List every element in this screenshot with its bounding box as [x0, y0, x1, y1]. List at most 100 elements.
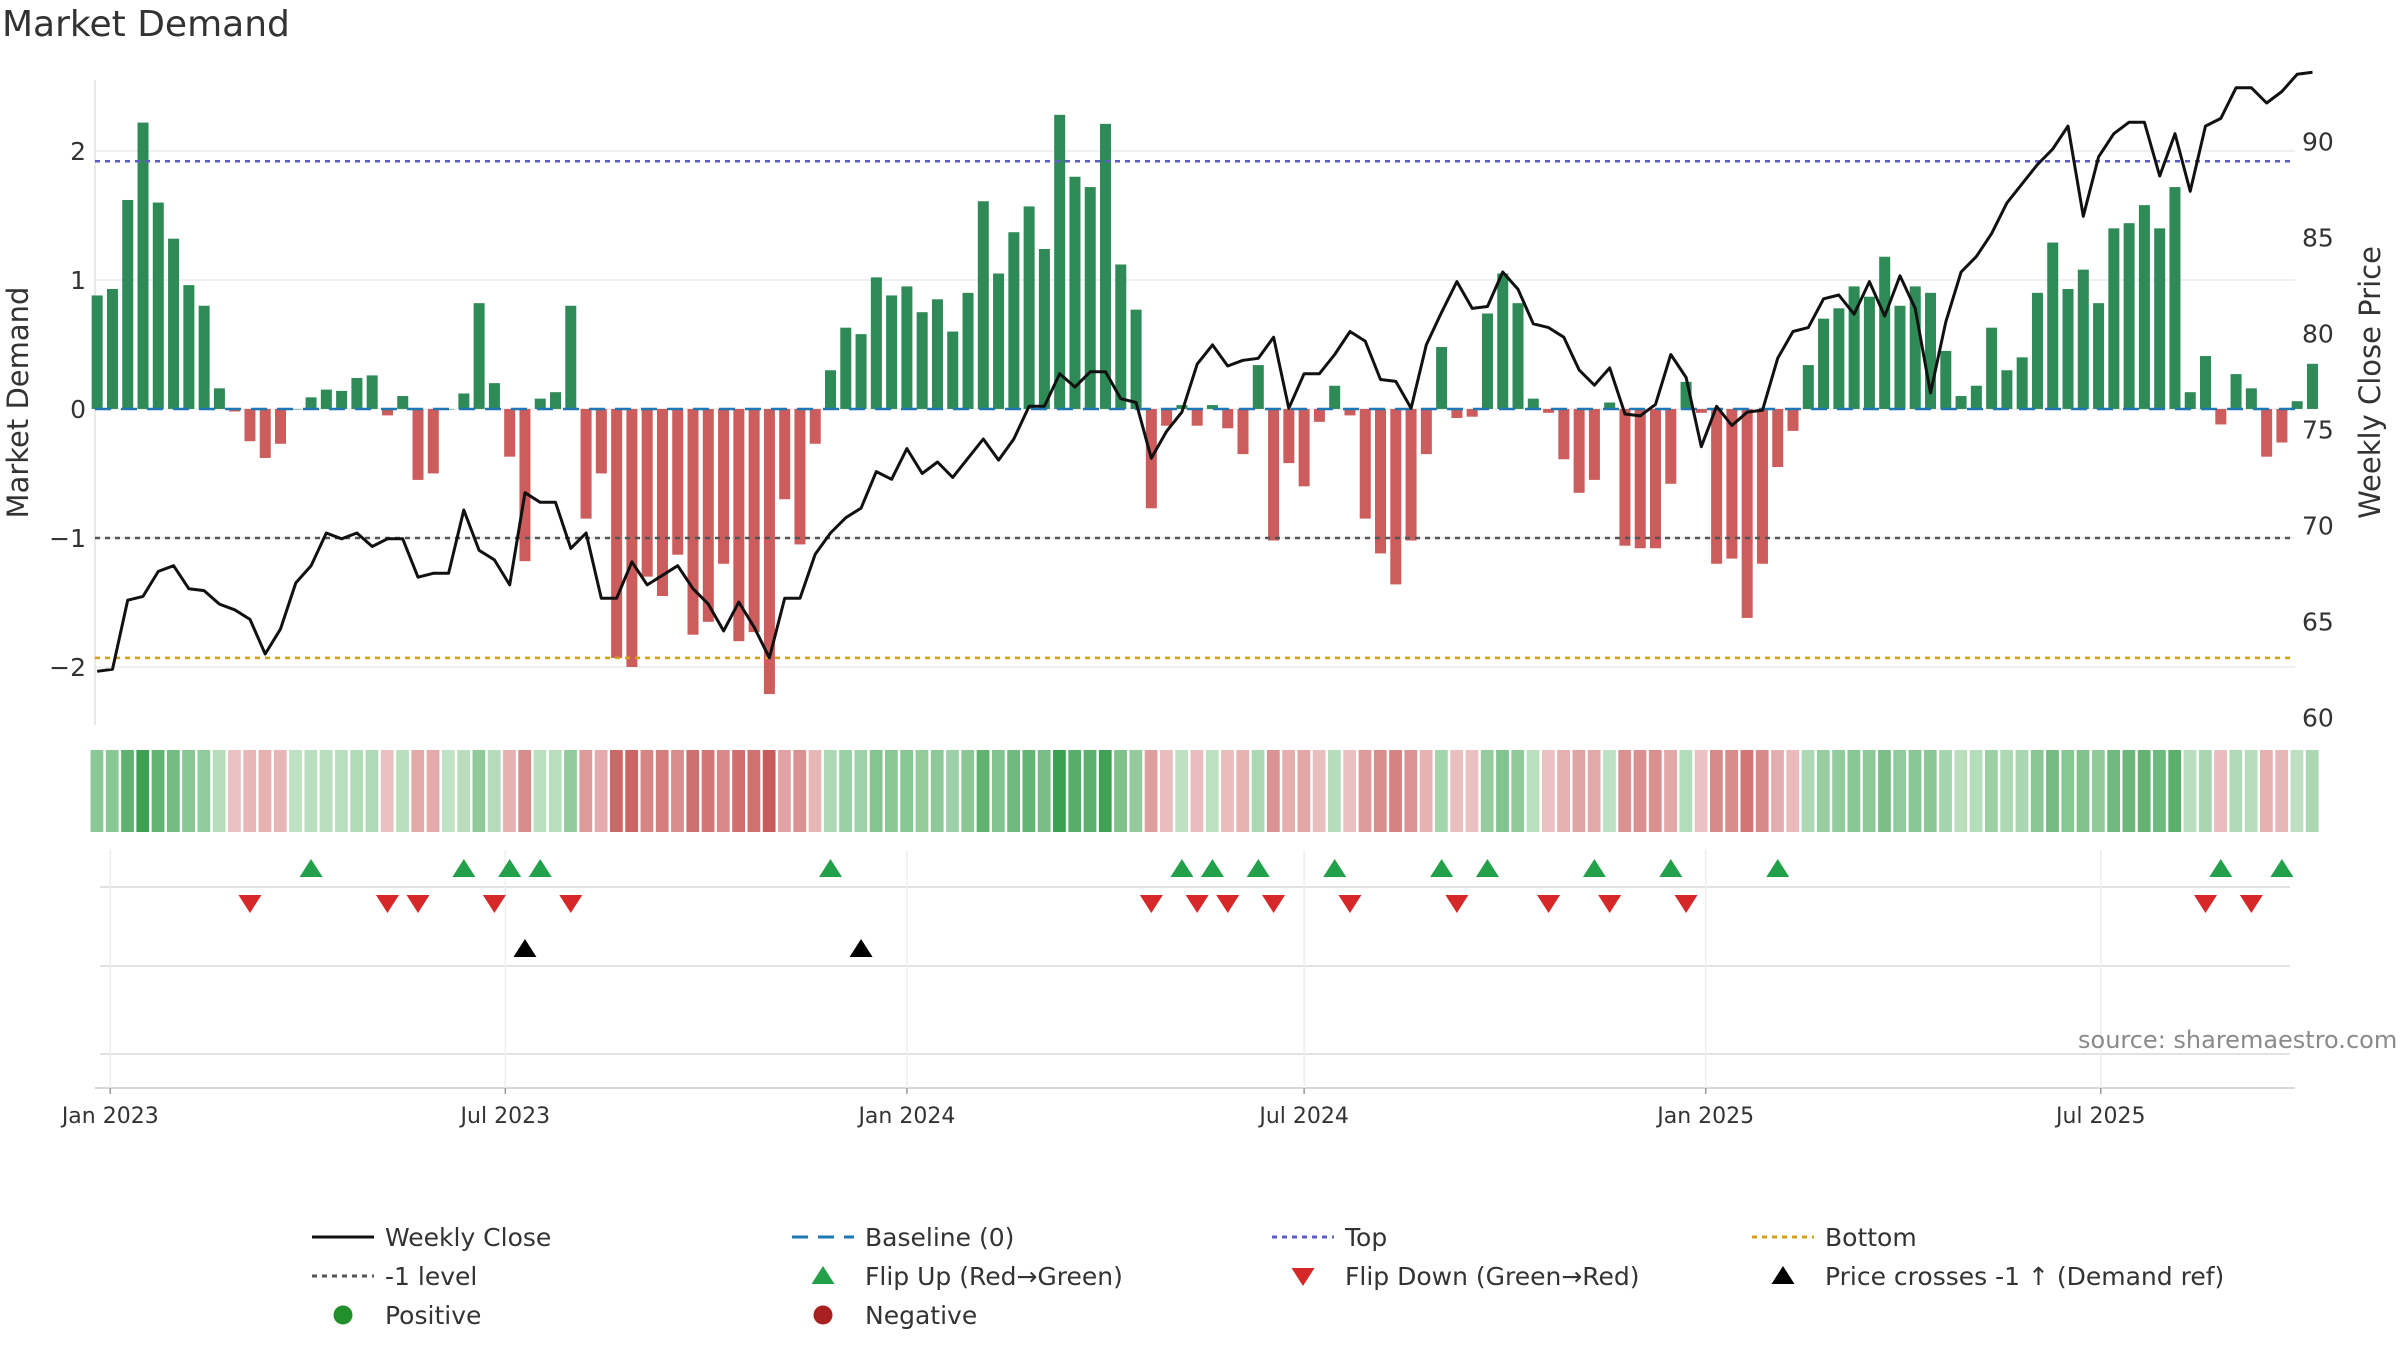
positive-bar	[1818, 318, 1830, 409]
negative-bar	[1695, 408, 1707, 413]
legend-item-positive: Positive	[333, 1301, 481, 1330]
heat-cell	[1832, 750, 1845, 832]
flip-up-marker	[2209, 859, 2233, 877]
negative-bar	[1268, 408, 1280, 541]
legend-item-negative: Negative	[813, 1301, 977, 1330]
heat-cell	[1251, 750, 1265, 832]
negative-bar	[519, 408, 531, 562]
y2-tick-label: 80	[2302, 319, 2334, 348]
heat-cell	[380, 750, 394, 832]
flip-down-marker	[375, 895, 399, 913]
heat-cell	[930, 750, 944, 832]
legend-swatch	[811, 1266, 835, 1284]
positive-bar	[825, 370, 837, 409]
heat-cell	[1068, 750, 1082, 832]
negative-bar	[1619, 408, 1631, 546]
heat-cell	[1618, 750, 1632, 832]
positive-bar	[198, 305, 210, 409]
y-tick-label: 2	[70, 137, 86, 166]
negative-bar	[1573, 408, 1585, 493]
negative-bar	[1237, 408, 1249, 455]
positive-bar	[366, 375, 378, 409]
heat-cell	[732, 750, 745, 832]
flip-down-marker	[1139, 895, 1163, 913]
heat-cell	[2091, 750, 2105, 832]
flip-up-marker	[299, 859, 323, 877]
positive-bar	[1436, 347, 1448, 409]
negative-bar	[1161, 408, 1173, 426]
positive-bar	[106, 288, 118, 409]
negative-bar	[1344, 408, 1356, 416]
positive-bar	[290, 408, 302, 410]
flip-down-marker	[1674, 895, 1698, 913]
flip-down-marker	[1185, 895, 1209, 913]
heat-cell	[1984, 750, 1998, 832]
positive-bar	[2230, 374, 2242, 409]
negative-bar	[1650, 408, 1662, 549]
positive-bar	[2016, 357, 2028, 409]
negative-bar	[1375, 408, 1387, 554]
positive-bar	[1023, 206, 1035, 409]
legend-item-flip-down: Flip Down (Green→Red)	[1291, 1262, 1640, 1291]
flip-up-marker	[1170, 859, 1194, 877]
heat-cell	[1007, 750, 1020, 832]
positive-bar	[2184, 392, 2196, 409]
negative-bar	[1191, 408, 1203, 426]
x-tick-label: Jan 2025	[1655, 1104, 1754, 1129]
negative-bar	[733, 408, 745, 642]
positive-bar	[2291, 401, 2303, 409]
negative-bar	[1756, 408, 1768, 564]
positive-bar	[458, 393, 470, 409]
heat-cell	[1648, 750, 1662, 832]
negative-bar	[1313, 408, 1325, 422]
positive-bar	[1879, 256, 1891, 409]
heat-cell	[1144, 750, 1158, 832]
negative-bar	[1283, 408, 1295, 464]
heat-cell	[1129, 750, 1143, 832]
positive-bar	[2200, 356, 2212, 409]
legend: Weekly Close Baseline (0) Top Bottom -1 leve…	[312, 1223, 2224, 1330]
heat-cell	[1587, 750, 1601, 832]
negative-bar	[504, 408, 516, 457]
heat-cell	[2305, 750, 2319, 832]
positive-bar	[2123, 223, 2135, 409]
price-cross-marker	[513, 939, 537, 957]
positive-bar	[305, 397, 317, 409]
positive-bar	[1848, 286, 1860, 409]
flip-down-marker	[1537, 895, 1561, 913]
heat-cell	[1358, 750, 1372, 832]
positive-bar	[840, 327, 852, 409]
positive-bar	[351, 377, 363, 409]
marker-rows	[95, 850, 2295, 1089]
heat-cell	[2030, 750, 2044, 832]
positive-bar	[152, 202, 164, 409]
negative-bar	[1741, 408, 1753, 618]
heat-cell	[1923, 750, 1937, 832]
y-tick-label: 0	[70, 395, 86, 424]
negative-bar	[412, 408, 424, 480]
heat-cell	[976, 750, 990, 832]
heat-cell	[1771, 750, 1784, 832]
positive-bar	[2138, 205, 2150, 409]
y-tick-labels: −2 −1 0 1 2	[49, 137, 86, 682]
heat-cell	[1511, 750, 1525, 832]
flip-down-marker	[1338, 895, 1362, 913]
negative-bar	[1665, 408, 1677, 484]
heat-cell	[915, 750, 929, 832]
positive-bar	[1940, 350, 1952, 409]
legend-item-baseline: Baseline (0)	[792, 1223, 1014, 1252]
heat-cell	[1159, 750, 1173, 832]
positive-bar	[901, 286, 913, 409]
positive-bar	[1252, 365, 1264, 409]
negative-bar	[763, 408, 775, 695]
heat-cell	[716, 750, 730, 832]
heat-cell	[640, 750, 654, 832]
heat-cell	[1572, 750, 1586, 832]
y2-tick-label: 70	[2302, 511, 2334, 540]
flip-down-marker	[2239, 895, 2263, 913]
positive-bar	[1955, 396, 1967, 409]
positive-bar	[1130, 309, 1142, 409]
flip-down-marker	[482, 895, 506, 913]
y-tick-label: −1	[49, 524, 86, 553]
